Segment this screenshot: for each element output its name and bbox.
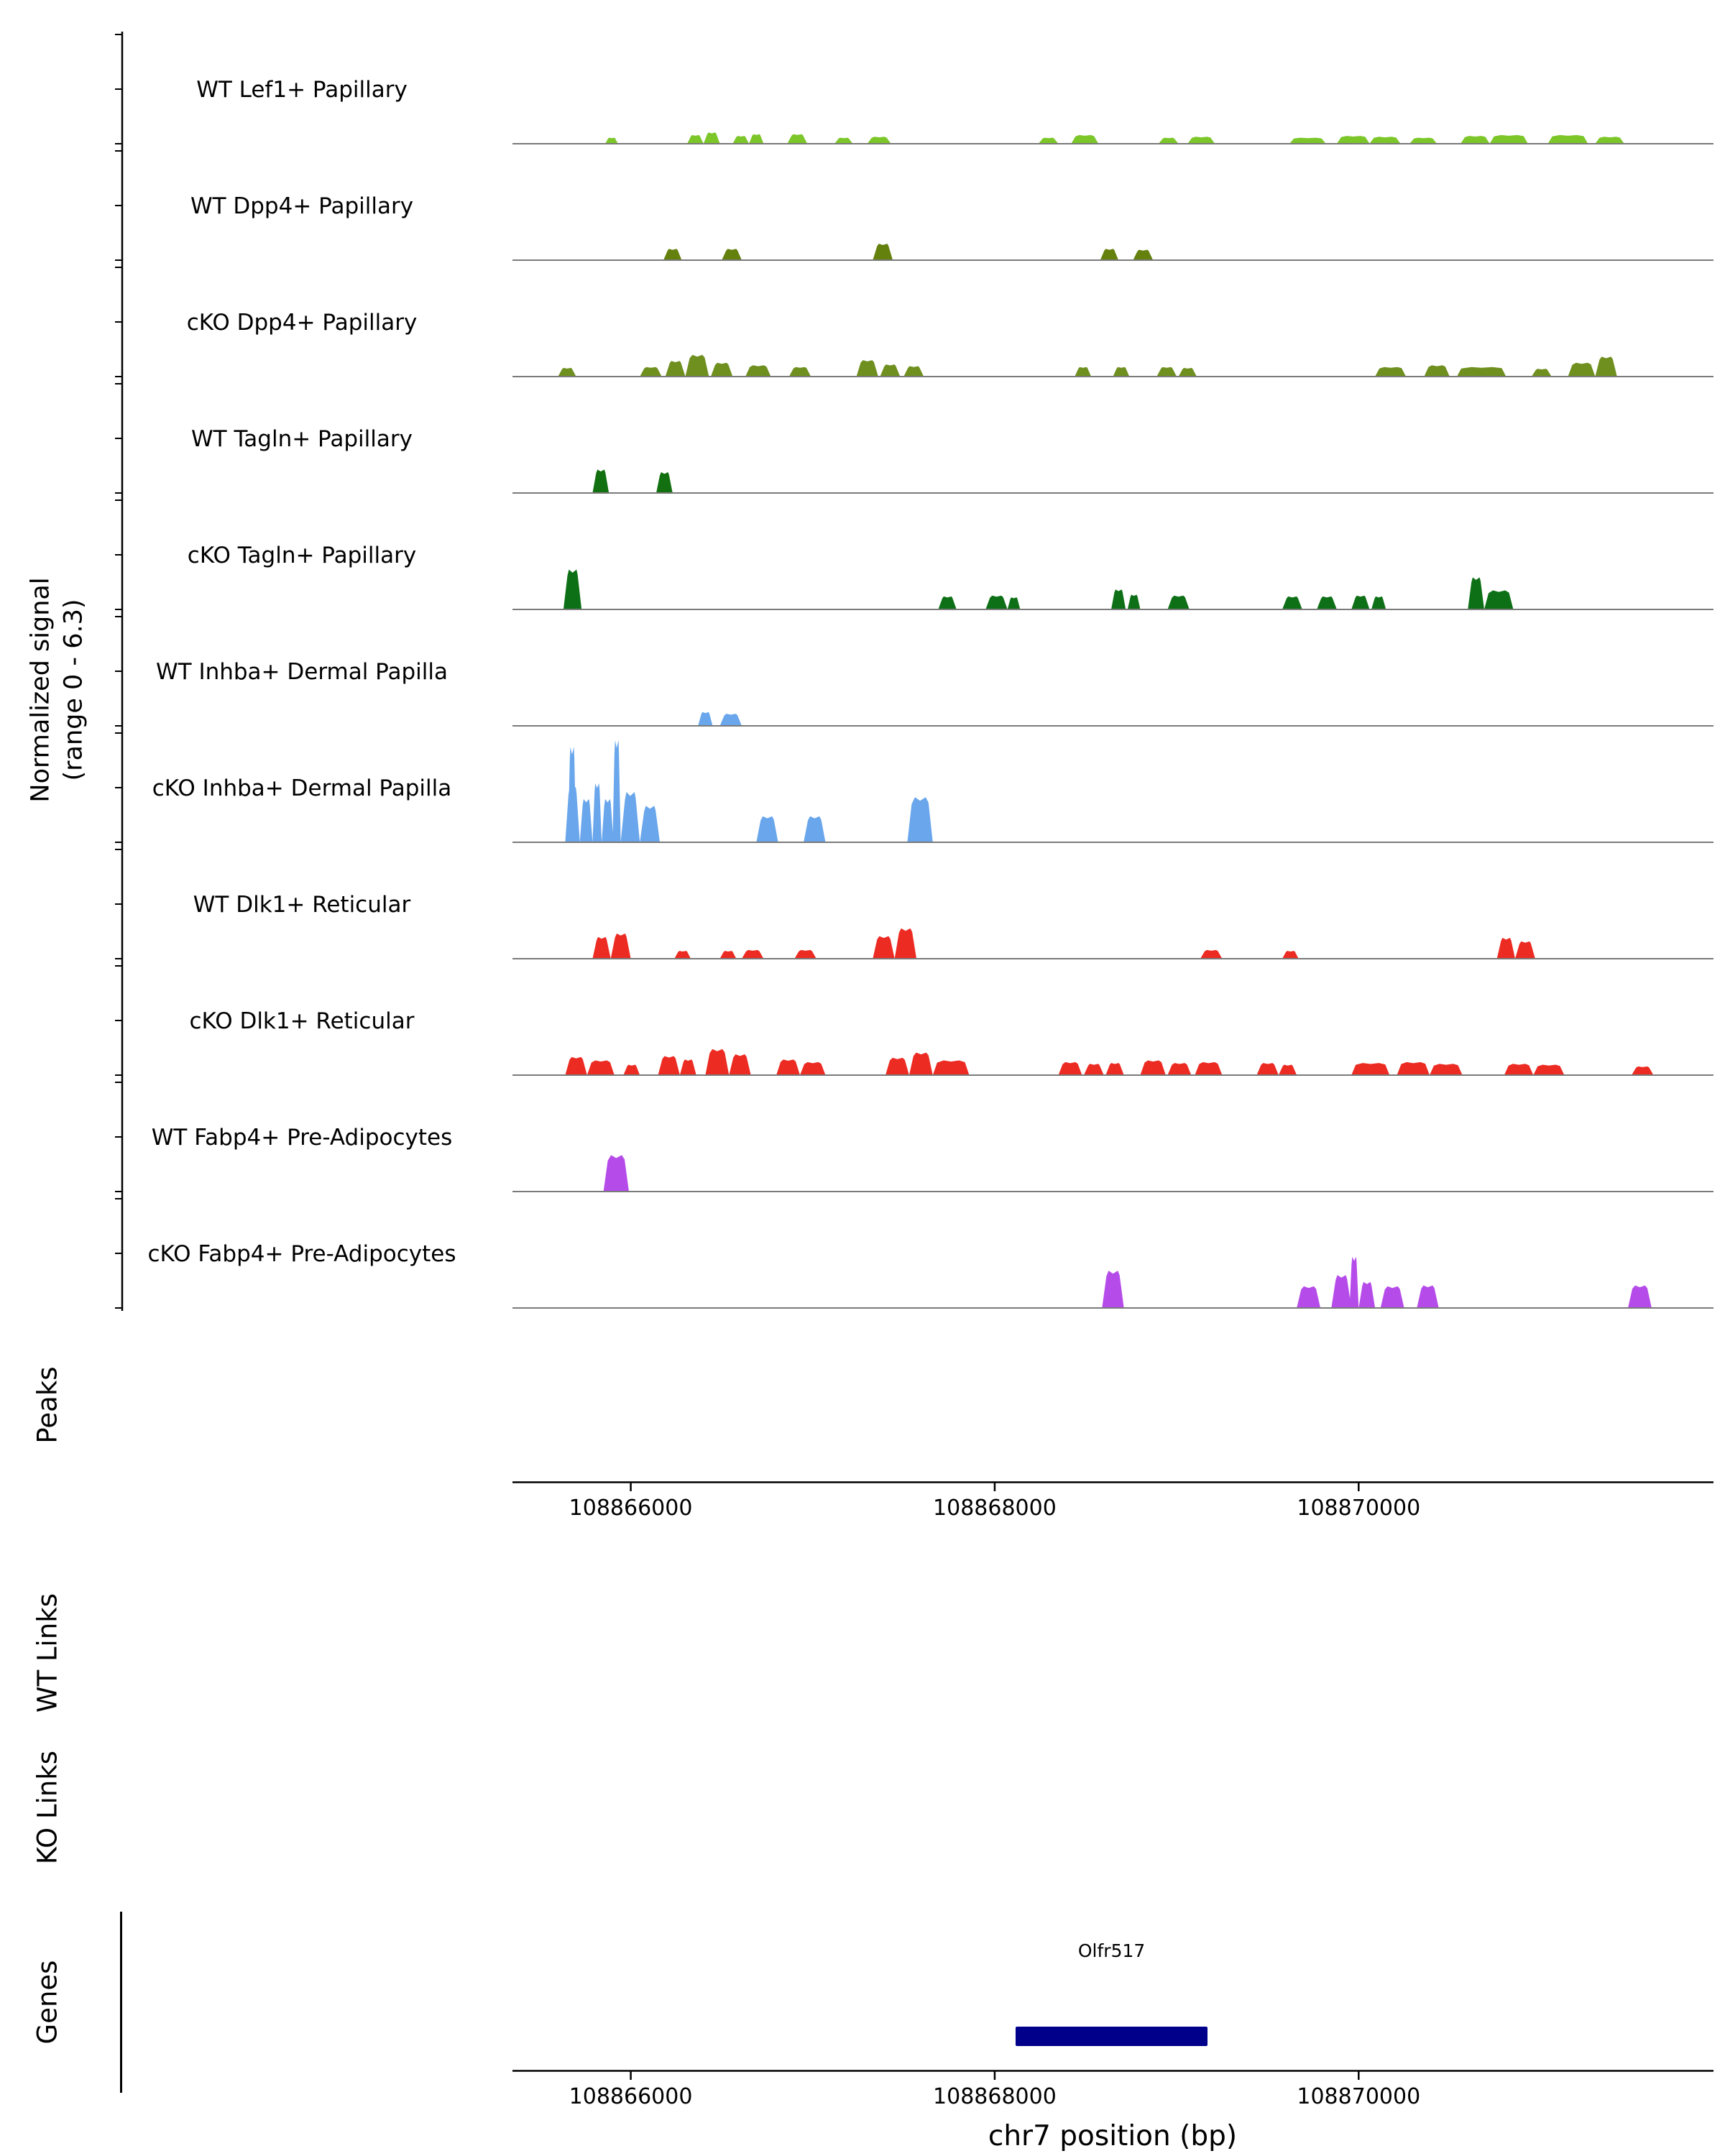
track-signal	[512, 928, 1714, 959]
track-row-cko-fabp4-pre-adipocytes: cKO Fabp4+ Pre-Adipocytes	[0, 1199, 1725, 1309]
track-row-wt-dlk1-reticular: WT Dlk1+ Reticular	[0, 849, 1725, 960]
track-signal	[512, 354, 1714, 377]
track-signal	[512, 469, 1714, 494]
track-signal	[512, 740, 1714, 843]
track-signal	[512, 132, 1714, 144]
peaks-section-label: Peaks	[32, 1366, 63, 1444]
track-row-cko-inhba-dermal-papilla: cKO Inhba+ Dermal Papilla	[0, 733, 1725, 844]
track-label: cKO Fabp4+ Pre-Adipocytes	[147, 1241, 456, 1267]
peaks-x-axis: 108866000 108868000 108870000	[512, 1481, 1714, 1524]
track-label: WT Dlk1+ Reticular	[193, 892, 411, 918]
x-tick-label: 108868000	[933, 1496, 1057, 1521]
track-row-wt-lef1-papillary: WT Lef1+ Papillary	[0, 34, 1725, 145]
wt-links-section-label: WT Links	[32, 1593, 63, 1713]
track-row-cko-dlk1-reticular: cKO Dlk1+ Reticular	[0, 966, 1725, 1077]
track-label: WT Tagln+ Papillary	[191, 426, 413, 452]
x-axis-title: chr7 position (bp)	[988, 2120, 1238, 2152]
genes-section-label: Genes	[32, 1960, 63, 2045]
track-row-cko-tagln-papillary: cKO Tagln+ Papillary	[0, 500, 1725, 611]
track-row-wt-fabp4-pre-adipocytes: WT Fabp4+ Pre-Adipocytes	[0, 1082, 1725, 1193]
track-label: cKO Dpp4+ Papillary	[186, 310, 418, 336]
genes-x-axis: 108866000 108868000 108870000	[512, 2070, 1714, 2113]
track-row-wt-inhba-dermal-papilla: WT Inhba+ Dermal Papilla	[0, 617, 1725, 727]
track-row-wt-tagln-papillary: WT Tagln+ Papillary	[0, 384, 1725, 494]
track-row-wt-dpp4-papillary: WT Dpp4+ Papillary	[0, 151, 1725, 262]
gene-name-label: Olfr517	[1077, 1940, 1146, 1961]
track-label: cKO Inhba+ Dermal Papilla	[152, 775, 452, 801]
track-label: cKO Tagln+ Papillary	[187, 543, 417, 568]
track-label: cKO Dlk1+ Reticular	[189, 1008, 415, 1034]
x-tick-label: 108870000	[1297, 1496, 1421, 1521]
track-signal	[512, 244, 1714, 261]
track-signal	[512, 569, 1714, 610]
track-label: WT Dpp4+ Papillary	[190, 193, 414, 219]
gene-body	[1016, 2027, 1208, 2046]
track-label: WT Inhba+ Dermal Papilla	[156, 659, 448, 685]
track-label: WT Lef1+ Papillary	[196, 77, 408, 103]
ko-links-section-label: KO Links	[32, 1750, 63, 1865]
x-tick-label: 108866000	[569, 1496, 693, 1521]
track-signal	[512, 1155, 1714, 1192]
track-signal	[512, 1256, 1714, 1309]
track-label: WT Fabp4+ Pre-Adipocytes	[151, 1125, 453, 1151]
track-row-cko-dpp4-papillary: cKO Dpp4+ Papillary	[0, 267, 1725, 378]
track-signal	[512, 1049, 1714, 1076]
x-axis-line	[512, 1481, 1714, 1491]
x-tick-label: 108868000	[933, 2084, 1057, 2109]
track-signal	[512, 711, 1714, 727]
x-tick-label: 108866000	[569, 2084, 693, 2109]
x-axis-line	[512, 2070, 1714, 2080]
genes-axis-bracket	[120, 1912, 122, 2093]
x-tick-label: 108870000	[1297, 2084, 1421, 2109]
y-axis	[115, 32, 124, 1311]
